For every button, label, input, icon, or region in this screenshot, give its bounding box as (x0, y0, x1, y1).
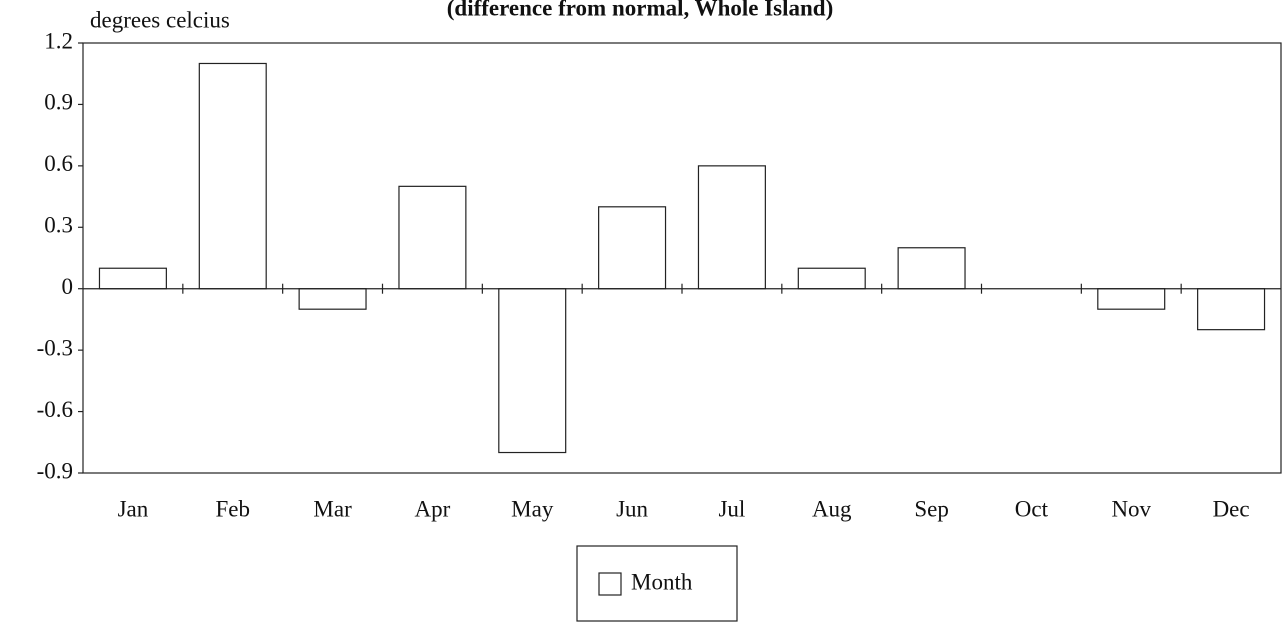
bar (1097, 288, 1166, 310)
bar (697, 165, 766, 290)
y-tick-label: 0 (62, 274, 74, 299)
bar (398, 185, 467, 290)
y-tick-label: -0.3 (37, 335, 73, 360)
bar (797, 267, 866, 290)
y-tick-label: 0.3 (44, 213, 73, 238)
x-tick-label: Aug (812, 496, 852, 521)
x-tick-label: Jun (616, 496, 648, 521)
x-tick-label: Nov (1111, 496, 1151, 521)
bar (897, 247, 966, 290)
legend-label: Month (631, 569, 693, 594)
y-tick-label: 0.9 (44, 90, 73, 115)
y-axis-label: degrees celcius (90, 7, 230, 32)
x-tick-label: May (511, 496, 554, 521)
x-tick-label: Apr (415, 496, 451, 521)
x-tick-label: Dec (1213, 496, 1250, 521)
bar (98, 267, 167, 290)
y-tick-label: -0.6 (37, 397, 73, 422)
bar (498, 288, 567, 454)
y-tick-label: -0.9 (37, 458, 73, 483)
y-tick-label: 0.6 (44, 151, 73, 176)
x-tick-label: Sep (914, 496, 949, 521)
bar (1197, 288, 1266, 331)
legend-swatch (598, 572, 622, 596)
x-tick-label: Jul (718, 496, 745, 521)
x-tick-label: Mar (313, 496, 352, 521)
x-tick-label: Oct (1015, 496, 1049, 521)
bar (198, 62, 267, 290)
plot-area (82, 42, 1282, 474)
y-tick-label: 1.2 (44, 28, 73, 53)
bar (598, 206, 667, 290)
x-tick-label: Feb (216, 496, 251, 521)
chart-title: (difference from normal, Whole Island) (447, 0, 834, 20)
bar (298, 288, 367, 310)
x-tick-label: Jan (118, 496, 149, 521)
